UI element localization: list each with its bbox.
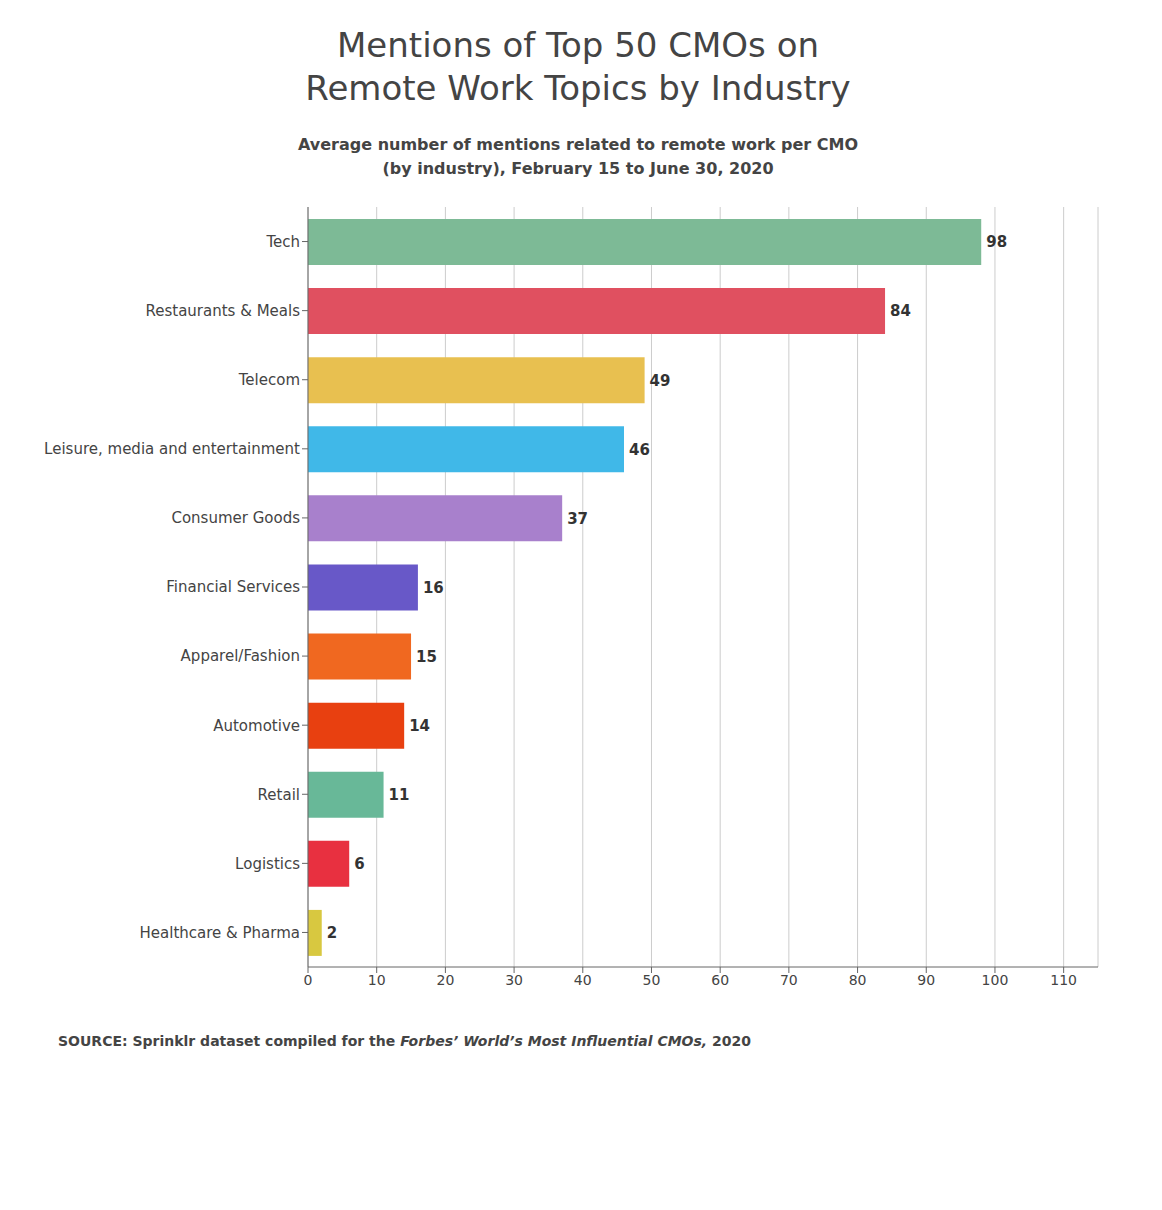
svg-text:70: 70 [780, 972, 798, 988]
svg-text:84: 84 [890, 302, 911, 320]
svg-text:49: 49 [650, 372, 671, 390]
html-text:Mentions of Top 50 CMOs on Rem: Mentions of Top 50 CMOs on Remote Work T… [305, 25, 851, 108]
svg-text:46: 46 [629, 441, 650, 459]
svg-text:Retail: Retail [258, 786, 300, 804]
svg-text:98: 98 [986, 233, 1007, 251]
svg-text:14: 14 [409, 717, 430, 735]
svg-text:Automotive: Automotive [213, 717, 300, 735]
svg-text:16: 16 [423, 579, 444, 597]
svg-text:Logistics: Logistics [235, 855, 300, 873]
svg-text:15: 15 [416, 648, 437, 666]
svg-text:Financial Services: Financial Services [166, 578, 300, 596]
svg-text:60: 60 [711, 972, 729, 988]
svg-text:80: 80 [849, 972, 867, 988]
svg-text:Apparel/Fashion: Apparel/Fashion [181, 647, 300, 665]
svg-text:30: 30 [505, 972, 523, 988]
svg-text:90: 90 [917, 972, 935, 988]
svg-text:Tech: Tech [265, 233, 300, 251]
html-text:SOURCE: Sprinklr dataset compi: SOURCE: Sprinklr dataset compiled for th… [58, 1033, 751, 1049]
svg-text:40: 40 [574, 972, 592, 988]
svg-text:2: 2 [327, 924, 337, 942]
svg-text:100: 100 [982, 972, 1009, 988]
svg-text:50: 50 [643, 972, 661, 988]
svg-text:Telecom: Telecom [238, 371, 300, 389]
svg-text:Consumer Goods: Consumer Goods [171, 509, 300, 527]
svg-text:110: 110 [1050, 972, 1077, 988]
svg-text:Leisure, media and entertainme: Leisure, media and entertainment [44, 440, 300, 458]
html-text:Average number of mentions rel: Average number of mentions related to re… [298, 135, 858, 178]
svg-text:Healthcare & Pharma: Healthcare & Pharma [140, 924, 300, 942]
svg-text:20: 20 [436, 972, 454, 988]
svg-text:0: 0 [304, 972, 313, 988]
svg-text:6: 6 [354, 855, 364, 873]
svg-text:10: 10 [368, 972, 386, 988]
svg-text:11: 11 [389, 786, 410, 804]
svg-text:37: 37 [567, 510, 588, 528]
svg-text:Restaurants & Meals: Restaurants & Meals [145, 302, 300, 320]
